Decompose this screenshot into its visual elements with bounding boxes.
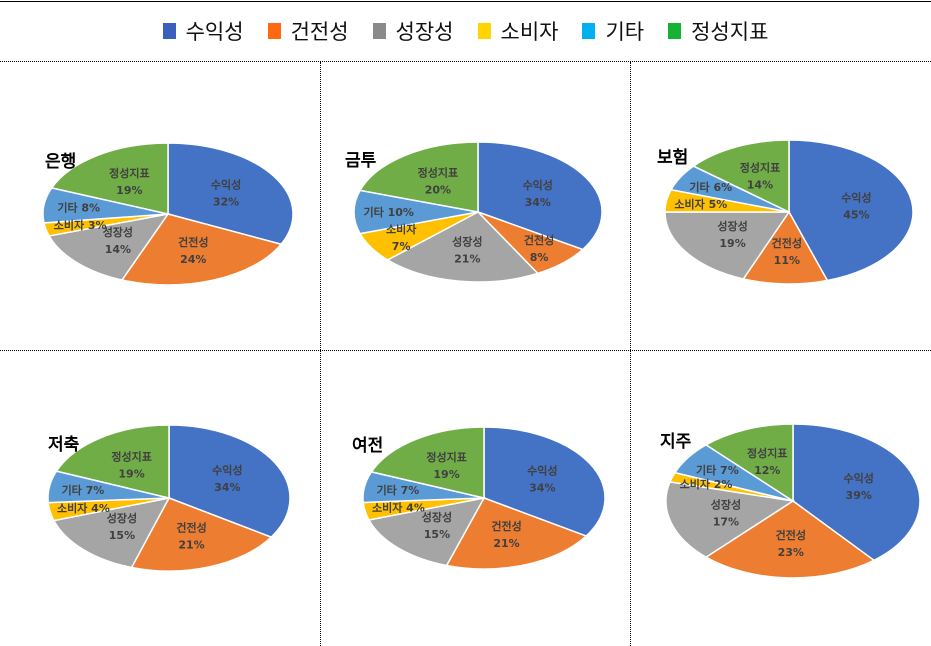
legend-item-consumer: 소비자: [477, 16, 559, 46]
slice-data-label: 성장성 19%: [717, 219, 747, 250]
legend-swatch-icon: [668, 23, 682, 39]
pie-slice: [792, 423, 921, 562]
pie-slice: [445, 497, 588, 570]
grid-divider-horizontal-top: [0, 61, 931, 62]
pie-slice: [353, 189, 479, 235]
slice-data-label: 소비자 4%: [372, 501, 425, 515]
slice-data-label: 수익성 32%: [211, 178, 241, 209]
legend-label: 수익성: [185, 20, 244, 44]
slice-data-label: 소비자 5%: [674, 197, 727, 211]
legend-label: 소비자: [500, 20, 559, 44]
slice-data-label: 정성지표 20%: [418, 165, 458, 196]
slice-data-label: 기타 7%: [696, 463, 739, 477]
pie-slice: [691, 139, 790, 214]
legend: 수익성 건전성 성장성 소비자 기타 정성지표: [0, 14, 931, 48]
panel-title: 지주: [660, 432, 692, 452]
legend-item-other: 기타: [582, 16, 644, 46]
panel-title: 은행: [45, 152, 77, 172]
legend-item-growth: 성장성: [372, 16, 454, 46]
slice-data-label: 성장성 15%: [422, 510, 452, 541]
slice-data-label: 정성지표 19%: [426, 450, 466, 481]
slice-data-label: 수익성 39%: [844, 471, 874, 502]
slice-data-label: 소비자 4%: [57, 501, 110, 515]
slice-data-label: 기타 7%: [377, 483, 420, 497]
slice-data-label: 수익성 34%: [523, 178, 553, 209]
top-rule: [0, 1, 931, 2]
grid-divider-horizontal-middle: [0, 350, 931, 351]
legend-label: 정성지표: [691, 20, 769, 44]
panel-title: 보험: [657, 148, 689, 168]
legend-label: 건전성: [290, 20, 349, 44]
slice-data-label: 기타 10%: [364, 205, 414, 219]
slice-data-label: 건전성 8%: [524, 233, 554, 264]
pie-slice: [386, 211, 540, 283]
pie-slice: [665, 481, 796, 559]
panel-title: 저축: [48, 435, 80, 455]
pie-slice: [742, 210, 829, 285]
slice-data-label: 정성지표 12%: [747, 446, 787, 477]
legend-swatch-icon: [162, 23, 176, 39]
pie-slice: [370, 426, 485, 499]
pie-slice: [788, 139, 914, 282]
slice-data-label: 수익성 34%: [212, 463, 242, 494]
slice-data-label: 기타 7%: [62, 483, 105, 497]
slice-data-label: 건전성 23%: [776, 528, 806, 559]
legend-item-profitability: 수익성: [162, 16, 244, 46]
pie-slice: [704, 423, 794, 503]
pie-slice: [664, 211, 791, 280]
slice-data-label: 소비자 7%: [386, 222, 417, 253]
slice-data-label: 성장성 21%: [452, 235, 482, 266]
slice-data-label: 건전성 11%: [772, 236, 802, 267]
slice-data-label: 소비자 3%: [54, 218, 107, 232]
legend-item-soundness: 건전성: [267, 16, 349, 46]
slice-data-label: 성장성 15%: [107, 511, 137, 542]
slice-data-label: 수익성 45%: [841, 190, 871, 221]
pie-slice: [120, 213, 283, 286]
slice-data-label: 소비자 2%: [680, 477, 733, 491]
legend-item-qualitative: 정성지표: [668, 16, 768, 46]
slice-data-label: 수익성 34%: [527, 464, 557, 495]
panel-title: 금투: [345, 151, 377, 171]
slice-data-label: 건전성 24%: [178, 235, 208, 266]
legend-swatch-icon: [582, 23, 596, 39]
pie-slice: [704, 500, 876, 579]
slice-data-label: 정성지표 14%: [740, 161, 780, 192]
pie-slice: [167, 142, 294, 246]
legend-label: 기타: [605, 20, 645, 44]
slice-data-label: 기타 8%: [57, 201, 100, 215]
grid-divider-vertical-right: [630, 62, 631, 646]
pie-slice: [358, 141, 479, 213]
slice-data-label: 정성지표 19%: [109, 166, 149, 197]
slice-data-label: 성장성 14%: [103, 225, 133, 256]
panel-title: 여전: [352, 436, 384, 456]
slice-data-label: 건전성 21%: [176, 520, 206, 551]
legend-swatch-icon: [372, 23, 386, 39]
slice-data-label: 정성지표 19%: [111, 449, 151, 480]
legend-swatch-icon: [267, 23, 281, 39]
pie-slice: [50, 142, 169, 215]
pie-slice: [55, 424, 170, 499]
grid-divider-vertical-left: [320, 62, 321, 646]
slice-data-label: 기타 6%: [689, 180, 732, 194]
legend-swatch-icon: [477, 23, 491, 39]
slice-data-label: 건전성 21%: [491, 519, 521, 550]
legend-label: 성장성: [395, 20, 454, 44]
slice-data-label: 성장성 17%: [711, 497, 741, 528]
pie-slice: [130, 497, 273, 572]
